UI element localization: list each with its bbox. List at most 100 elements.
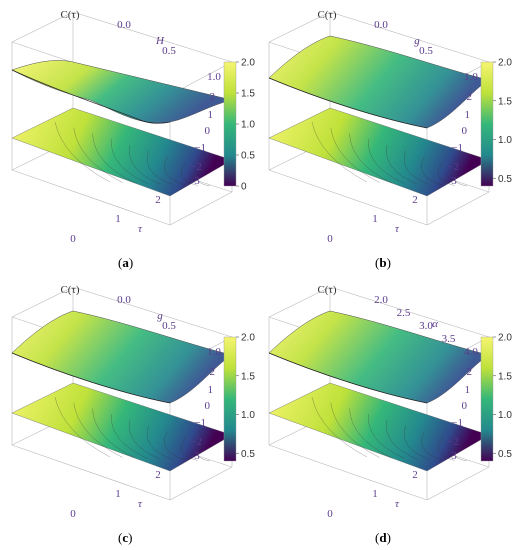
y-axis-label: α	[432, 318, 438, 330]
plot-b: 0 1 2 3 τ 0.0 0.5 1.0 g 2 1 0 −1 −2 C(τ) 2.0 1.5 1.0 0.5	[268, 9, 512, 245]
y-tick-label: 2.5	[397, 307, 411, 319]
y-tick-label: 0.0	[117, 294, 131, 306]
colorbar-tick-label: 1.0	[498, 410, 512, 421]
caption-paren: (	[375, 530, 380, 545]
z-tick-label: −2	[190, 436, 202, 448]
surface-front-edge	[268, 77, 428, 129]
colorbar	[480, 336, 494, 462]
x-axis-label: τ	[395, 498, 400, 510]
z-tick-label: −1	[451, 417, 463, 429]
colorbar-tick-label: 0.5	[498, 174, 512, 185]
y-tick-label: 0.5	[419, 45, 433, 57]
z-axis-title: C(τ)	[317, 9, 336, 21]
colorbar-tick-label: 1.0	[241, 120, 255, 131]
surface-shading	[269, 311, 489, 403]
y-tick-label: 0.5	[162, 45, 176, 57]
x-tick-label: 3	[451, 450, 457, 462]
z-tick-label: 2	[467, 91, 473, 103]
z-tick-label: 1	[465, 384, 471, 396]
x-tick-label: 1	[372, 488, 378, 500]
panel-caption: (b)	[375, 255, 391, 271]
surface-shading	[12, 60, 232, 124]
colorbar-tick-label: 0	[241, 182, 247, 193]
colorbar-tick-label: 1.5	[498, 371, 512, 382]
y-axis-label: g	[157, 310, 163, 322]
colorbar-tick-label: 0.5	[241, 151, 255, 162]
floor-contour-lines	[311, 121, 468, 187]
x-tick-label: 0	[327, 233, 333, 245]
surface-shading	[269, 36, 489, 128]
plot-a: 0 1 2 3 τ 0.0 0.5 1.0 H 2 1 0 −1 −2 C(τ) 2.0 1.5 1.0 0.5 0	[11, 9, 255, 245]
y-tick-label: 1.0	[464, 71, 478, 83]
x-tick-label: 0	[327, 508, 333, 520]
surface-shading	[12, 311, 232, 403]
y-tick-label: 1.0	[207, 71, 221, 83]
y-tick-label: 1.0	[207, 346, 221, 358]
z-axis-title: C(τ)	[60, 284, 79, 296]
panel-c: 0 1 2 3 τ 0.0 0.5 1.0 g 2 1 0 −1 −2 C(τ) 2.0 1.5 1.0 0.5	[0, 275, 257, 550]
plot-d: 0 1 2 3 τ 2.0 2.5 3.0 3.5 4.0 α 2 1 0 −1 −2 C(τ) 2.0 1.5 1.…	[268, 284, 512, 520]
z-tick-label: 1	[208, 384, 214, 396]
floor-contour-lines	[54, 121, 211, 187]
colorbar-tick-label: 2.0	[498, 58, 512, 69]
caption-paren: )	[128, 530, 133, 545]
bounding-box	[268, 286, 490, 501]
colorbar-tick-label: 0.5	[241, 449, 255, 460]
z-tick-label: −1	[451, 142, 463, 154]
z-tick-label: 0	[462, 400, 468, 412]
colorbar	[480, 61, 494, 187]
x-axis-label: τ	[138, 223, 143, 235]
panel-caption: (d)	[375, 530, 391, 546]
x-tick-label: 1	[115, 213, 121, 225]
surface-front-edge	[268, 352, 428, 404]
y-axis-label: g	[414, 35, 420, 47]
y-tick-label: 0.0	[117, 19, 131, 31]
colorbar-tick-label: 1.5	[498, 96, 512, 107]
colorbar-tick-label: 0.5	[498, 449, 512, 460]
surface-front-edge	[11, 69, 171, 124]
plot-c: 0 1 2 3 τ 0.0 0.5 1.0 g 2 1 0 −1 −2 C(τ) 2.0 1.5 1.0 0.5	[11, 284, 255, 520]
z-tick-label: 0	[462, 125, 468, 137]
y-axis-label: H	[155, 35, 165, 47]
x-tick-label: 1	[115, 488, 121, 500]
x-tick-label: 3	[194, 450, 200, 462]
floor-contour-lines	[311, 396, 468, 462]
z-axis-title: C(τ)	[317, 284, 336, 296]
floor-contour-lines	[54, 396, 211, 462]
x-tick-label: 0	[70, 508, 76, 520]
y-tick-label: 3.0	[419, 320, 433, 332]
bounding-box	[11, 286, 233, 501]
caption-paren: )	[386, 530, 391, 545]
x-tick-label: 0	[70, 233, 76, 245]
z-tick-label: −1	[194, 142, 206, 154]
caption-letter: c	[122, 530, 129, 545]
panel-d: 0 1 2 3 τ 2.0 2.5 3.0 3.5 4.0 α 2 1 0 −1 −2 C(τ) 2.0 1.5 1.…	[257, 275, 514, 550]
colorbar-tick-label: 1.5	[241, 371, 255, 382]
z-tick-label: 2	[467, 366, 473, 378]
z-tick-label: 0	[205, 400, 211, 412]
x-tick-label: 2	[412, 469, 418, 481]
y-tick-label: 3.5	[442, 333, 456, 345]
colorbar-tick-label: 2.0	[241, 333, 255, 344]
bounding-box	[268, 11, 490, 226]
caption-letter: b	[379, 255, 387, 270]
x-tick-label: 1	[372, 213, 378, 225]
caption-letter: d	[379, 530, 387, 545]
x-tick-label: 2	[412, 194, 418, 206]
y-tick-label: 2.0	[374, 294, 388, 306]
bounding-box	[11, 11, 233, 226]
z-tick-label: −1	[194, 417, 206, 429]
x-tick-label: 3	[194, 175, 200, 187]
panel-caption: (c)	[118, 530, 132, 546]
x-tick-label: 2	[155, 469, 161, 481]
colorbar-tick-label: 2.0	[241, 58, 255, 69]
panel-a: 0 1 2 3 τ 0.0 0.5 1.0 H 2 1 0 −1 −2 C(τ) 2.0 1.5 1.0 0.5 0	[0, 0, 257, 275]
x-tick-label: 3	[451, 175, 457, 187]
caption-paren: )	[386, 255, 391, 270]
x-axis-label: τ	[395, 223, 400, 235]
y-tick-label: 4.0	[464, 346, 478, 358]
caption-paren: (	[118, 530, 123, 545]
caption-paren: (	[375, 255, 380, 270]
colorbar	[223, 336, 237, 462]
colorbar-tick-label: 1.0	[241, 410, 255, 421]
